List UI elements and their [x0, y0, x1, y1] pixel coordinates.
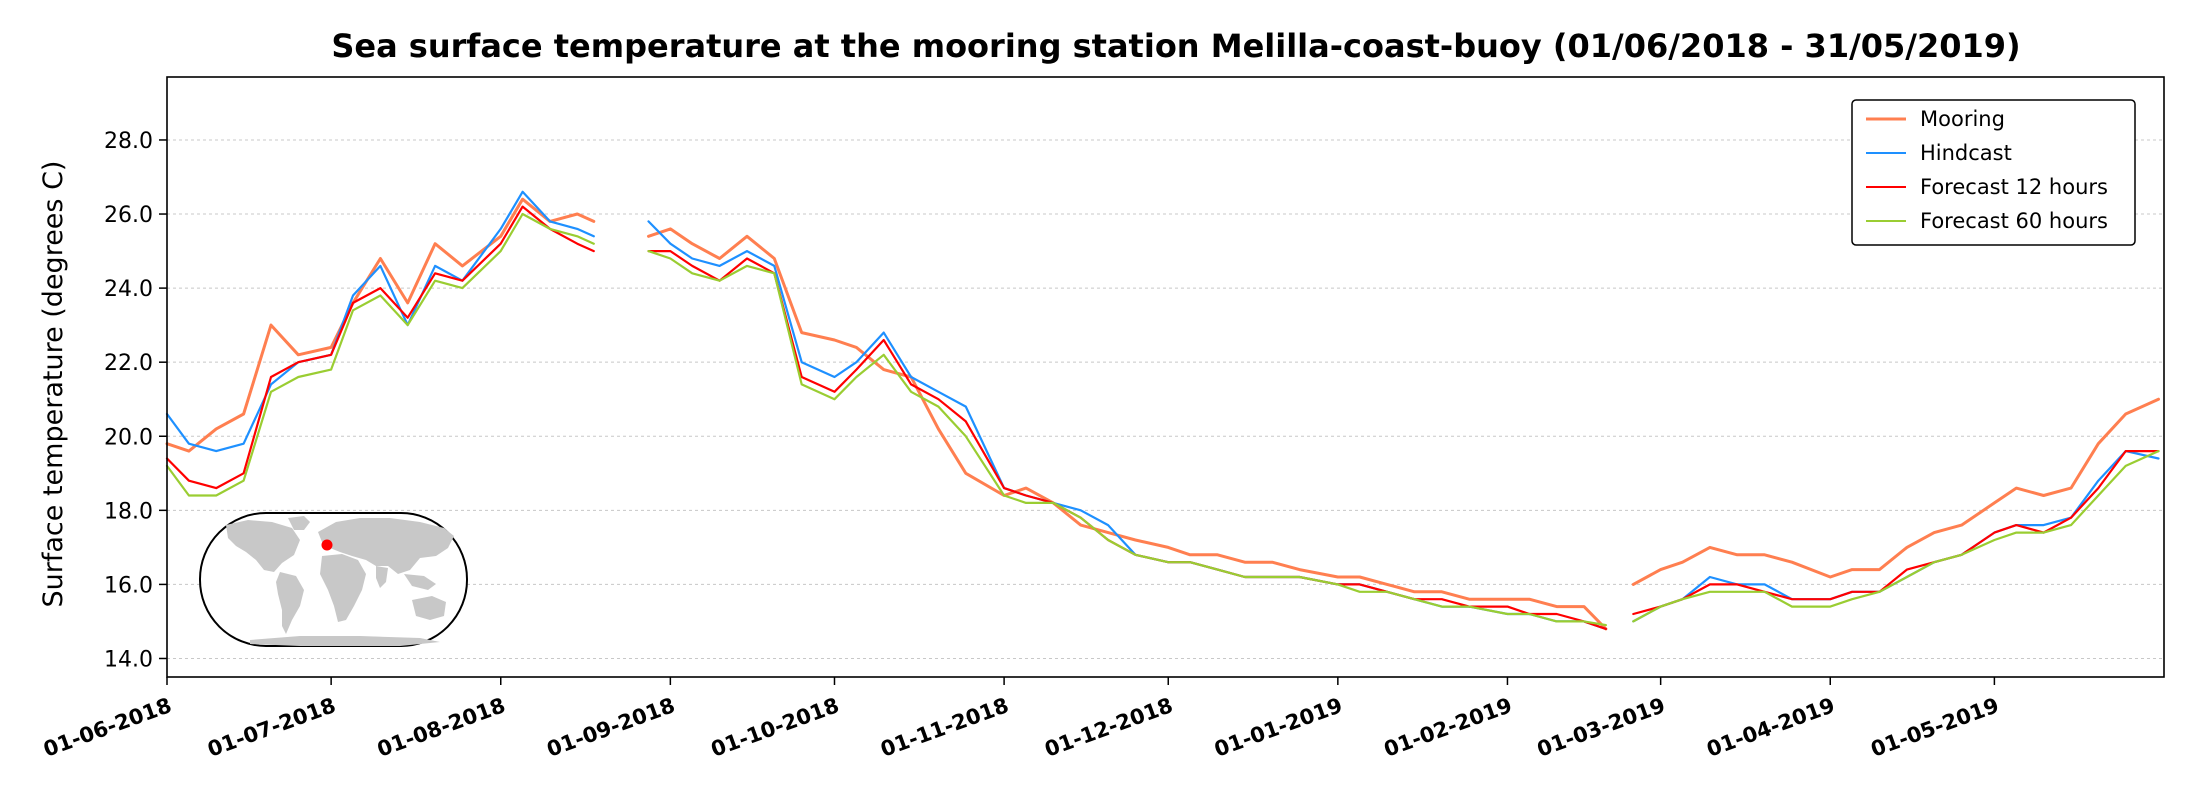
- y-tick-label: 28.0: [104, 129, 153, 154]
- legend-label-forecast-12h: Forecast 12 hours: [1920, 175, 2108, 199]
- y-tick-label: 22.0: [104, 351, 153, 376]
- south-america-shape: [276, 572, 304, 634]
- x-tick-label: 01-08-2018: [374, 693, 508, 761]
- x-tick-label: 01-10-2018: [708, 693, 842, 761]
- series-layer: [165, 190, 2160, 631]
- series-line-segment: [1631, 397, 2160, 586]
- legend-label-mooring: Mooring: [1920, 107, 2005, 131]
- series-mooring: [165, 197, 2160, 631]
- grid-layer: [167, 139, 2164, 659]
- x-tick-label: 01-06-2018: [40, 693, 174, 761]
- series-line-segment: [165, 212, 595, 497]
- series-line-segment: [1632, 450, 2160, 616]
- india-shape: [376, 566, 388, 588]
- plot-frame: [166, 76, 2165, 678]
- legend-box: [1851, 99, 2136, 246]
- series-line-segment: [647, 227, 1608, 631]
- eurasia-shape: [318, 518, 454, 574]
- chart-title: Sea surface temperature at the mooring s…: [331, 27, 2020, 65]
- southeast-asia-shape: [404, 574, 436, 590]
- x-tick-label: 01-05-2019: [1868, 693, 2002, 761]
- y-axis-label: Surface temperature (degrees C): [38, 161, 69, 608]
- x-tick-label: 01-01-2019: [1211, 693, 1345, 761]
- legend-label-forecast-60h: Forecast 60 hours: [1920, 209, 2108, 233]
- station-marker: [321, 539, 333, 551]
- x-tick-label: 01-04-2019: [1704, 693, 1838, 761]
- x-tick-label: 01-12-2018: [1042, 693, 1176, 761]
- africa-shape: [320, 554, 366, 622]
- y-tick-label: 16.0: [104, 573, 153, 598]
- series-line-segment: [165, 205, 595, 490]
- antarctica-shape: [250, 636, 440, 646]
- series-line-segment: [1632, 450, 2160, 623]
- inset-world-map: [199, 512, 468, 647]
- y-tick-label: 18.0: [104, 499, 153, 524]
- series-line-segment: [165, 197, 596, 453]
- australia-shape: [412, 596, 446, 620]
- series-line-segment: [647, 250, 1607, 627]
- x-tick-label: 01-03-2019: [1534, 693, 1668, 761]
- y-tick-label: 24.0: [104, 277, 153, 302]
- y-tick-label: 14.0: [104, 647, 153, 672]
- greenland-shape: [288, 516, 310, 530]
- series-forecast-60-hours: [165, 212, 2160, 627]
- x-tick-label: 01-02-2019: [1381, 693, 1515, 761]
- legend-label-hindcast: Hindcast: [1920, 141, 2012, 165]
- y-tick-label: 20.0: [104, 425, 153, 450]
- x-tick-label: 01-11-2018: [877, 693, 1011, 761]
- x-tick-label: 01-07-2018: [204, 693, 338, 761]
- legend: Mooring Hindcast Forecast 12 hours Forec…: [1851, 99, 2136, 246]
- north-america-shape: [226, 520, 300, 572]
- y-tick-label: 26.0: [104, 203, 153, 228]
- x-tick-label: 01-09-2018: [544, 693, 678, 761]
- series-line-segment: [647, 220, 1607, 630]
- y-ticks: 14.0 16.0 18.0 20.0 22.0 24.0 26.0 28.0: [104, 129, 167, 672]
- series-line-segment: [165, 190, 595, 453]
- continents: [226, 516, 454, 646]
- x-ticks: 01-06-2018 01-07-2018 01-08-2018 01-09-2018…: [40, 677, 2002, 762]
